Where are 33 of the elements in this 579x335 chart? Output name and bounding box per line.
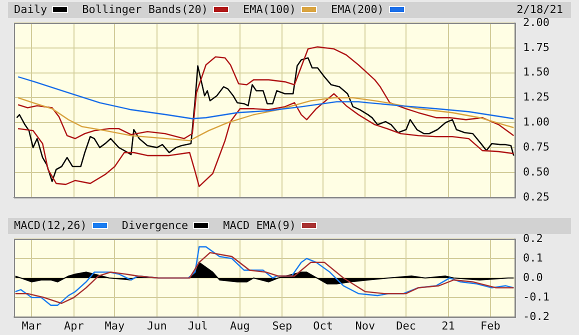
x-tick-label: 21 [442, 319, 455, 332]
x-tick-label: Jun [147, 319, 167, 332]
legend-label: Bollinger Bands(20) [82, 3, 208, 16]
x-tick-label: Aug [230, 319, 250, 332]
y-tick-label: 0.0 [523, 270, 543, 284]
legend-label: MACD EMA(9) [223, 219, 296, 232]
y-tick-label: 1.75 [523, 40, 550, 54]
y-tick-label: 0.50 [523, 165, 550, 178]
y-tick-label: -0.1 [523, 290, 550, 304]
y-tick-label: 0.2 [523, 232, 543, 245]
x-tick-label: Sep [272, 319, 292, 332]
y-tick-label: -0.2 [523, 310, 550, 323]
legend-label: EMA(200) [330, 3, 384, 16]
x-tick-label: Nov [355, 319, 376, 332]
y-tick-label: 0.25 [523, 190, 550, 204]
x-tick-label: May [104, 319, 126, 332]
legend-label: Divergence [122, 219, 188, 232]
text: 2/18/21 [516, 2, 563, 18]
x-tick-label: Mar [22, 319, 42, 332]
y-tick-label: 1.25 [523, 90, 550, 104]
legend-label: EMA(100) [242, 3, 296, 16]
x-tick-label: Jul [188, 319, 208, 332]
legend-label: MACD(12,26) [14, 219, 87, 232]
y-tick-label: 1.50 [523, 66, 550, 79]
x-tick-label: Oct [313, 319, 333, 332]
y-tick-label: 0.1 [523, 251, 543, 264]
x-tick-label: Dec [396, 319, 416, 332]
y-tick-label: 0.75 [523, 140, 550, 154]
x-tick-label: Apr [64, 319, 84, 332]
legend-label: Daily [14, 3, 48, 16]
x-tick-label: Feb [480, 319, 500, 332]
y-tick-label: 2.00 [523, 16, 550, 29]
y-tick-label: 1.00 [523, 116, 550, 129]
